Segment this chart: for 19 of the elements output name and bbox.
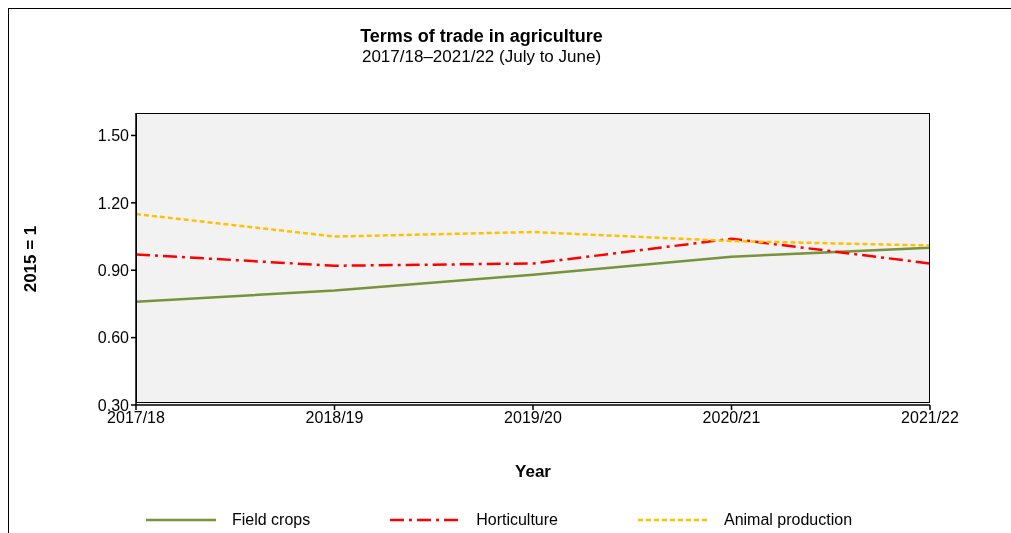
line-series [136, 237, 930, 267]
x-tick-label: 2017/18 [107, 409, 166, 427]
y-tick-label: 1.20 [97, 194, 130, 212]
x-tick-label: 2021/22 [901, 409, 960, 427]
legend-label: Field crops [231, 511, 311, 529]
y-tick-label: 1.50 [97, 127, 130, 145]
x-tick-label: 2019/20 [504, 409, 563, 427]
y-axis-title: 2015 = 1 [21, 225, 41, 293]
legend-label: Animal production [723, 511, 853, 529]
chart-title: Terms of trade in agriculture [359, 26, 604, 47]
line-series [136, 246, 930, 303]
y-tick-label: 0.60 [97, 329, 130, 347]
x-tick-label: 2018/19 [305, 409, 364, 427]
x-tick-label: 2020/21 [702, 409, 761, 427]
line-series [136, 212, 930, 247]
y-tick-label: 0.90 [97, 261, 130, 279]
chart-subtitle: 2017/18–2021/22 (July to June) [360, 47, 603, 67]
legend-label: Horticulture [476, 511, 558, 529]
x-axis-title: Year [515, 462, 552, 481]
